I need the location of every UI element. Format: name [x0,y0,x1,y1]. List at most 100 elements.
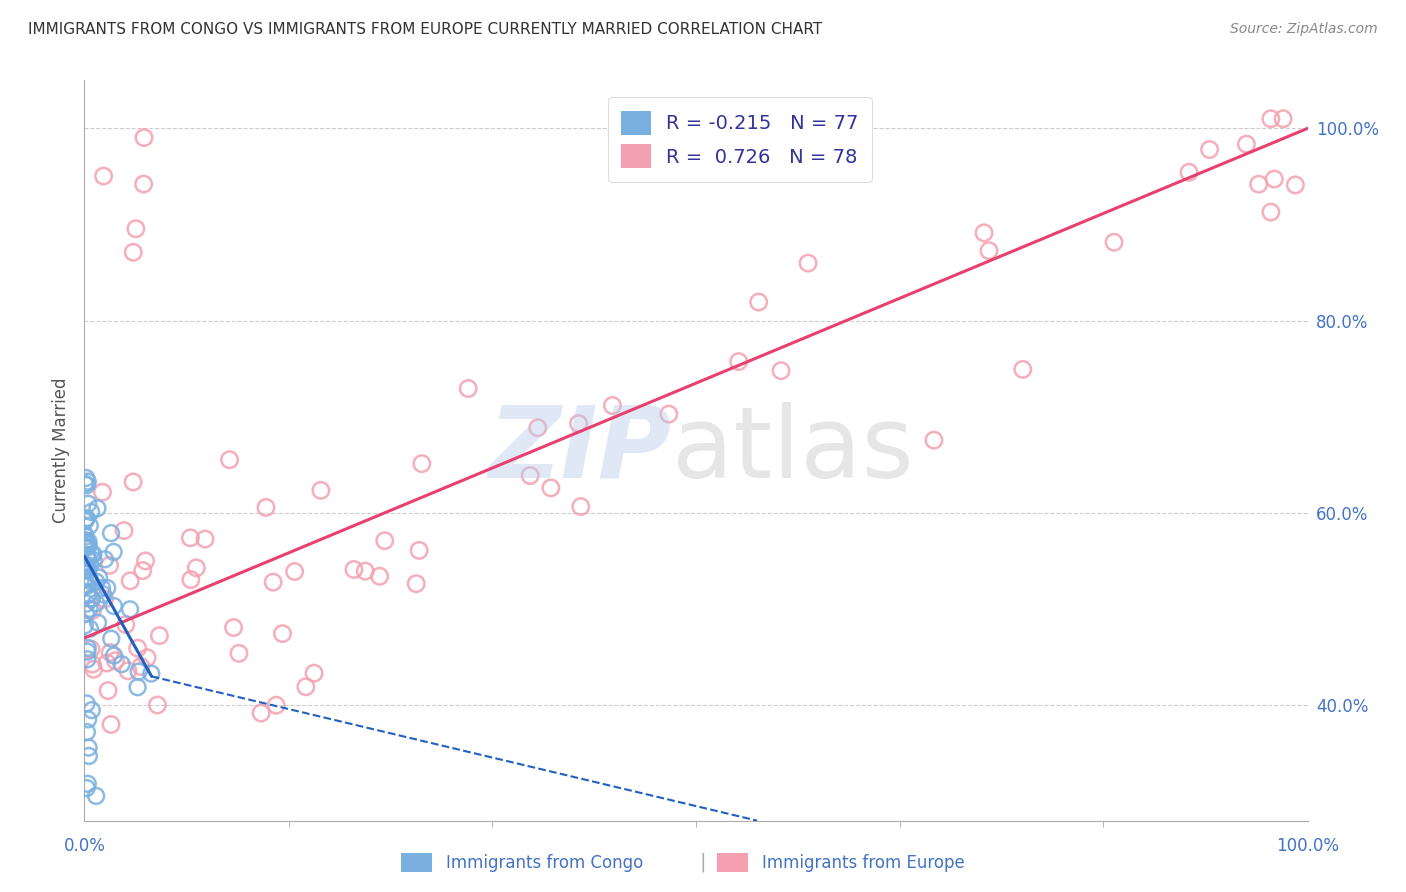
Point [77,538,100,552]
Point [87,615,110,630]
Point [73,526,96,541]
Text: |: | [700,853,706,872]
Point [98,645,121,659]
Point [1260,205,1282,219]
Point [76,644,98,658]
Point [75,471,97,485]
Point [103,545,125,559]
Point [179,531,201,545]
Point [132,130,155,145]
Point [228,646,250,660]
Point [77,749,100,764]
Point [658,407,681,421]
Point [98,558,121,573]
Point [127,641,149,656]
Point [79,518,101,533]
Text: IMMIGRANTS FROM CONGO VS IMMIGRANTS FROM EUROPE CURRENTLY MARRIED CORRELATION CH: IMMIGRANTS FROM CONGO VS IMMIGRANTS FROM… [28,22,823,37]
Point [135,554,157,568]
Point [540,481,562,495]
Point [73,514,96,528]
Point [80,703,103,717]
Point [77,562,100,576]
Point [91,581,114,595]
Point [457,382,479,396]
Point [254,500,277,515]
Point [76,475,98,489]
Point [96,656,118,670]
Point [76,697,98,711]
Point [84,596,107,610]
Point [602,399,624,413]
Point [80,591,103,606]
Point [82,548,104,562]
Point [127,680,149,694]
Point [73,539,96,553]
Point [797,256,820,270]
Point [295,680,318,694]
Point [218,452,240,467]
Point [120,574,142,588]
Point [132,564,155,578]
Point [76,541,98,555]
Point [82,657,104,672]
Point [122,475,145,489]
Point [100,526,122,541]
Point [405,576,427,591]
Point [977,244,1000,258]
Point [77,740,100,755]
Point [79,622,101,636]
Point [79,602,101,616]
Point [180,573,202,587]
Point [77,712,100,726]
Point [264,698,287,713]
Point [77,570,100,584]
Point [1263,172,1285,186]
Point [148,629,170,643]
Point [128,665,150,679]
Point [769,364,792,378]
Point [76,560,98,574]
Point [727,354,749,368]
Point [73,541,96,555]
Point [76,536,98,550]
Point [922,433,945,447]
Point [76,780,98,795]
Point [75,563,97,577]
Point [80,642,103,657]
Point [76,652,98,666]
Point [122,245,145,260]
Point [84,789,107,803]
Point [186,561,208,575]
Text: ZIP: ZIP [488,402,672,499]
Point [569,500,592,514]
Point [222,621,245,635]
Text: Source: ZipAtlas.com: Source: ZipAtlas.com [1230,22,1378,37]
Point [93,169,115,183]
Point [100,632,122,646]
Point [1178,165,1201,179]
Point [284,565,307,579]
Point [117,664,139,678]
Point [100,717,122,731]
Text: atlas: atlas [672,402,912,499]
Point [83,553,105,567]
Point [104,654,127,668]
Point [76,597,98,611]
Point [79,559,101,574]
Point [86,501,108,516]
Point [97,683,120,698]
Point [271,626,294,640]
Point [77,588,100,602]
Point [82,547,104,561]
Point [76,725,98,739]
Point [114,617,136,632]
Point [1198,143,1220,157]
Point [76,535,98,549]
Point [111,657,134,672]
Y-axis label: Currently Married: Currently Married [52,377,70,524]
Point [408,543,430,558]
Point [103,599,125,613]
Point [82,603,104,617]
Point [125,221,148,235]
Point [973,226,995,240]
